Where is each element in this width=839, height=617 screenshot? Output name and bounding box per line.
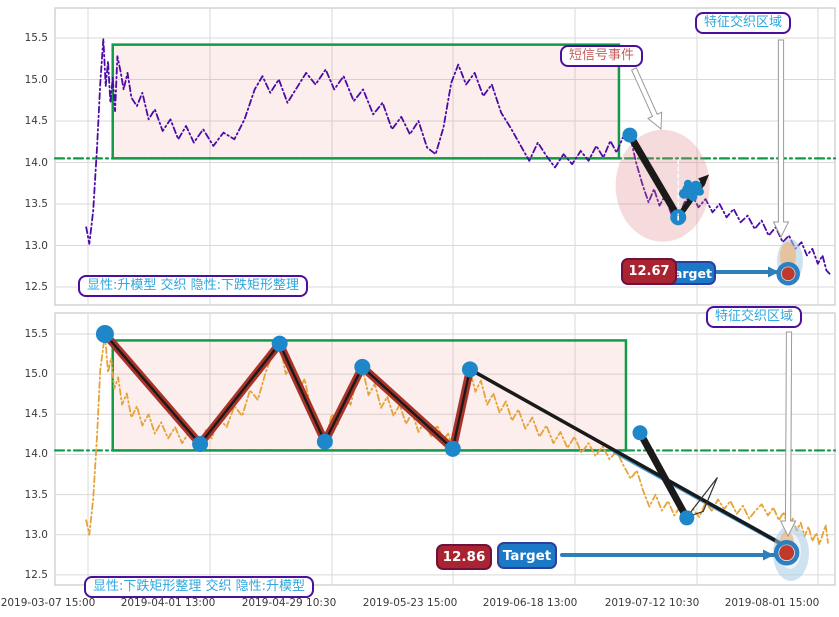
short-signal-segment xyxy=(636,429,691,522)
x-tick-label: 2019-08-01 15:00 xyxy=(724,597,820,609)
signal-zigzag xyxy=(626,131,682,221)
y-tick-label-bottom: 13.0 xyxy=(24,528,48,541)
swing-dot xyxy=(95,325,114,343)
paint-splash xyxy=(695,187,704,196)
short-signal-label: 短信号事件 xyxy=(560,45,644,67)
signal-dot-start xyxy=(622,127,638,143)
paint-splash xyxy=(683,179,692,188)
y-tick-label-top: 15.0 xyxy=(24,73,48,86)
info-glyph: i xyxy=(677,213,680,223)
y-tick-label-bottom: 13.5 xyxy=(24,488,48,501)
paint-splash xyxy=(688,192,698,202)
y-tick-label-top: 13.5 xyxy=(24,198,48,210)
x-tick-label: 2019-03-07 15:00 xyxy=(0,597,96,609)
x-tick-label: 2019-06-18 13:00 xyxy=(482,597,578,609)
y-tick-label-bottom: 15.0 xyxy=(24,368,48,381)
y-tick-label-top: 14.0 xyxy=(24,156,48,169)
y-tick-label-bottom: 15.5 xyxy=(24,328,48,340)
target-badge-bottom: Target xyxy=(497,542,557,569)
feature-zone-arrow-top xyxy=(772,39,790,239)
y-tick-label-top: 15.5 xyxy=(24,32,48,44)
target-arrow-bottom-head xyxy=(763,549,774,561)
swing-dot xyxy=(192,436,209,453)
y-tick-label-bottom: 14.5 xyxy=(24,408,48,421)
target-price-badge-bottom: 12.86 xyxy=(436,544,492,570)
signal-dot-end xyxy=(670,209,687,226)
y-tick-label-top: 12.5 xyxy=(24,281,48,293)
consolidation-box-top xyxy=(111,43,621,160)
target-arrow-top-head xyxy=(768,266,779,278)
top-pattern-label: 显性:升模型 交织 隐性:下跌矩形整理 xyxy=(78,275,309,297)
paint-splash xyxy=(678,188,689,199)
target-ring-bottom xyxy=(773,540,800,566)
y-tick-label-top: 14.5 xyxy=(24,115,48,127)
swing-dot xyxy=(316,433,333,450)
x-tick-label: 2019-07-12 10:30 xyxy=(604,597,700,609)
trend-line xyxy=(468,367,789,549)
x-tick-label: 2019-04-01 13:00 xyxy=(120,597,216,609)
target-dot-top xyxy=(781,267,795,281)
target-dot-bottom xyxy=(779,545,795,561)
signal-dot-start xyxy=(632,425,648,441)
target-price-badge-top: 12.67 xyxy=(621,258,677,285)
y-tick-label-bottom: 12.5 xyxy=(24,568,48,581)
feature-zone-label-top: 特征交织区域 xyxy=(695,12,792,34)
swing-dot xyxy=(444,440,461,457)
signal-dot-end xyxy=(679,510,695,526)
signal-brush-arrowhead xyxy=(698,174,710,187)
swing-dot xyxy=(461,361,478,378)
feature-zone-label-bottom: 特征交织区域 xyxy=(706,306,803,328)
swing-dot xyxy=(271,335,288,352)
x-tick-label: 2019-04-29 10:30 xyxy=(241,597,337,609)
price-line-top xyxy=(85,37,831,275)
y-tick-label-bottom: 14.0 xyxy=(24,448,48,461)
feature-zone-arrow-bottom xyxy=(779,331,797,538)
y-tick-label-top: 13.0 xyxy=(24,239,48,252)
x-tick-label: 2019-05-23 15:00 xyxy=(362,597,458,609)
bottom-pattern-label: 显性:下跌矩形整理 交织 隐性:升模型 xyxy=(84,576,315,598)
short-signal-arrow xyxy=(630,67,663,131)
plot-area-top xyxy=(54,7,836,306)
swing-dot xyxy=(354,358,371,375)
hollow-arrow xyxy=(686,477,718,518)
